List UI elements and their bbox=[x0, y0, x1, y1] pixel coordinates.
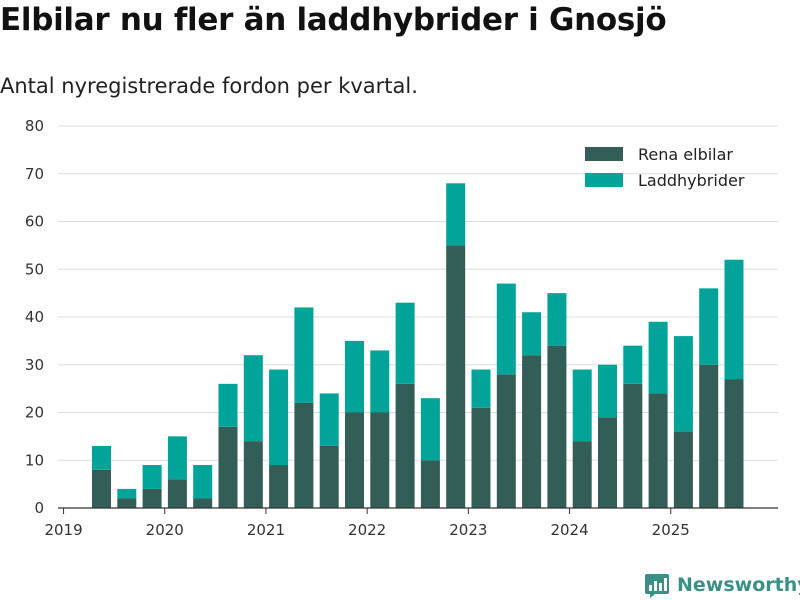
bar-elbilar-2022Q1 bbox=[370, 412, 390, 508]
y-tick-label: 50 bbox=[25, 260, 44, 278]
bar-laddhybrider-2021Q4 bbox=[345, 340, 364, 413]
bar-laddhybrider-2023Q3 bbox=[522, 312, 542, 356]
bar-elbilar-2024Q3 bbox=[623, 383, 643, 508]
bar-laddhybrider-2024Q4 bbox=[648, 321, 668, 394]
bar-laddhybrider-2020Q1 bbox=[167, 436, 187, 480]
bar-elbilar-2025Q1 bbox=[673, 431, 693, 508]
bar-laddhybrider-2021Q2 bbox=[294, 307, 314, 403]
y-tick-label: 30 bbox=[25, 356, 44, 374]
bar-laddhybrider-2019Q4 bbox=[142, 465, 162, 489]
x-tick-label: 2021 bbox=[247, 521, 285, 539]
bar-elbilar-2024Q2 bbox=[598, 417, 617, 508]
bar-elbilar-2020Q2 bbox=[193, 498, 213, 508]
y-tick-label: 20 bbox=[25, 404, 44, 422]
bar-elbilar-2020Q3 bbox=[218, 426, 238, 508]
x-tick-label: 2019 bbox=[44, 521, 82, 539]
bar-elbilar-2023Q3 bbox=[522, 355, 542, 508]
x-tick-label: 2023 bbox=[449, 521, 487, 539]
brand-footer: Newsworthy bbox=[644, 570, 800, 600]
bar-elbilar-2021Q1 bbox=[269, 465, 289, 508]
bar-laddhybrider-2023Q1 bbox=[471, 369, 491, 408]
bar-elbilar-2023Q1 bbox=[471, 407, 491, 508]
bar-laddhybrider-2020Q4 bbox=[243, 355, 263, 442]
legend-label-elbilar: Rena elbilar bbox=[638, 145, 733, 164]
y-tick-label: 40 bbox=[25, 308, 44, 326]
y-tick-label: 60 bbox=[25, 213, 44, 231]
grid-lines bbox=[58, 125, 778, 461]
bar-elbilar-2024Q1 bbox=[572, 441, 592, 508]
bar-laddhybrider-2022Q1 bbox=[370, 350, 390, 413]
y-tick-label: 80 bbox=[25, 117, 44, 135]
bar-elbilar-2025Q3 bbox=[724, 379, 744, 508]
bar-elbilar-2020Q4 bbox=[243, 441, 263, 508]
legend: Rena elbilar Laddhybrider bbox=[585, 145, 745, 190]
x-tick-label: 2020 bbox=[146, 521, 184, 539]
legend-label-laddhybrider: Laddhybrider bbox=[638, 171, 745, 190]
bar-elbilar-2023Q4 bbox=[547, 345, 567, 508]
bar-elbilar-2021Q3 bbox=[319, 445, 339, 508]
chart-title: Elbilar nu fler än laddhybrider i Gnosjö bbox=[0, 2, 667, 38]
y-tick-label: 10 bbox=[25, 451, 44, 469]
bar-laddhybrider-2025Q2 bbox=[699, 288, 719, 365]
bar-elbilar-2019Q2 bbox=[92, 469, 111, 508]
bar-laddhybrider-2020Q2 bbox=[193, 465, 213, 499]
bar-laddhybrider-2021Q3 bbox=[319, 393, 339, 446]
bar-elbilar-2019Q4 bbox=[142, 488, 162, 508]
x-tick-label: 2025 bbox=[652, 521, 690, 539]
bar-laddhybrider-2020Q3 bbox=[218, 383, 238, 427]
bar-elbilar-2023Q2 bbox=[496, 374, 516, 508]
legend-swatch-laddhybrider bbox=[585, 173, 623, 187]
bar-elbilar-2021Q4 bbox=[345, 412, 364, 508]
y-tick-label: 0 bbox=[34, 499, 44, 517]
bar-laddhybrider-2022Q4 bbox=[446, 183, 466, 246]
chart-subtitle: Antal nyregistrerade fordon per kvartal. bbox=[0, 74, 418, 98]
bar-elbilar-2022Q4 bbox=[446, 245, 466, 508]
brand-name: Newsworthy bbox=[677, 574, 800, 596]
bars bbox=[92, 183, 744, 508]
bar-laddhybrider-2021Q1 bbox=[269, 369, 289, 466]
bar-laddhybrider-2025Q1 bbox=[673, 336, 693, 432]
legend-swatch-elbilar bbox=[585, 147, 623, 161]
bar-laddhybrider-2022Q3 bbox=[420, 398, 440, 461]
bar-elbilar-2021Q2 bbox=[294, 402, 314, 508]
bar-laddhybrider-2023Q4 bbox=[547, 293, 567, 346]
x-tick-label: 2024 bbox=[550, 521, 588, 539]
bar-laddhybrider-2024Q1 bbox=[572, 369, 592, 442]
bar-laddhybrider-2025Q3 bbox=[724, 259, 744, 380]
bar-elbilar-2025Q2 bbox=[699, 364, 719, 508]
bar-laddhybrider-2022Q2 bbox=[395, 302, 415, 384]
bar-elbilar-2020Q1 bbox=[167, 479, 187, 508]
x-tick-label: 2022 bbox=[348, 521, 386, 539]
newsworthy-logo-icon bbox=[645, 574, 669, 598]
bar-elbilar-2024Q4 bbox=[648, 393, 668, 508]
x-axis-ticks: 2019 2020 2021 2022 2023 2024 2025 bbox=[44, 508, 690, 539]
bar-elbilar-2022Q3 bbox=[420, 460, 440, 508]
bar-laddhybrider-2024Q3 bbox=[623, 345, 643, 384]
bar-elbilar-2022Q2 bbox=[395, 383, 415, 508]
y-axis-ticks: 0 10 20 30 40 50 60 70 80 bbox=[25, 117, 44, 517]
bar-elbilar-2019Q3 bbox=[117, 498, 137, 508]
bar-laddhybrider-2019Q3 bbox=[117, 488, 137, 499]
bar-laddhybrider-2023Q2 bbox=[496, 283, 516, 375]
bar-laddhybrider-2024Q2 bbox=[598, 364, 617, 418]
bar-laddhybrider-2019Q2 bbox=[92, 445, 111, 470]
y-tick-label: 70 bbox=[25, 165, 44, 183]
